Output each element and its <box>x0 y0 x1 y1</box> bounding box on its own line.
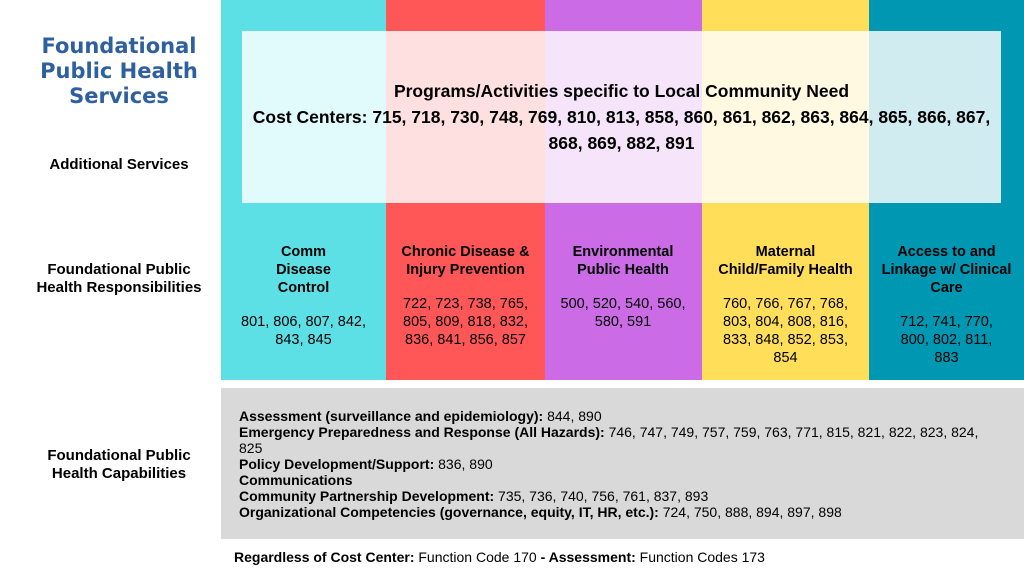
row-label-responsibilities: Foundational Public Health Responsibilit… <box>36 261 202 296</box>
capability-codes: 735, 736, 740, 756, 761, 837, 893 <box>494 488 709 504</box>
responsibility-title: Chronic Disease & Injury Prevention <box>401 244 530 278</box>
responsibility-codes: 801, 806, 807, 842, 843, 845 <box>241 314 366 348</box>
row-label-capabilities: Foundational Public Health Capabilities <box>47 447 191 482</box>
responsibility-environmental-health: Environmental Public Health 500, 520, 54… <box>555 243 691 331</box>
capability-label: Emergency Preparedness and Response (All… <box>239 424 605 440</box>
responsibility-access-clinical-care: Access to and Linkage w/ Clinical Care 7… <box>874 243 1019 367</box>
responsibility-maternal-child-health: Maternal Child/Family Health 760, 766, 7… <box>713 243 858 367</box>
capability-item: Communications <box>239 472 999 488</box>
footer-note: Regardless of Cost Center: Function Code… <box>234 548 765 566</box>
capability-item: Organizational Competencies (governance,… <box>239 504 999 520</box>
responsibility-title: Maternal Child/Family Health <box>718 244 853 278</box>
responsibility-title: Access to and Linkage w/ Clinical Care <box>881 244 1012 296</box>
capability-label: Communications <box>239 472 353 488</box>
additional-services-cost-centers: Cost Centers: 715, 718, 730, 748, 769, 8… <box>252 107 991 153</box>
capabilities-box <box>221 388 1024 539</box>
capability-codes: 844, 890 <box>543 408 602 424</box>
responsibility-codes: 722, 723, 738, 765, 805, 809, 818, 832, … <box>403 296 528 348</box>
capability-label: Assessment (surveillance and epidemiolog… <box>239 408 544 424</box>
footer-label-cost-center: Regardless of Cost Center: <box>234 549 415 565</box>
page-title: Foundational Public Health Services <box>40 34 198 108</box>
capability-label: Community Partnership Development: <box>239 488 495 504</box>
row-label-additional-services: Additional Services <box>49 156 189 173</box>
capability-item: Community Partnership Development: 735, … <box>239 488 999 504</box>
capability-item: Assessment (surveillance and epidemiolog… <box>239 408 999 424</box>
additional-services-box: Programs/Activities specific to Local Co… <box>242 31 1001 203</box>
responsibility-title: Comm Disease Control <box>276 244 331 296</box>
footer-label-assessment: - Assessment: <box>540 549 636 565</box>
responsibility-chronic-disease: Chronic Disease & Injury Prevention 722,… <box>398 243 533 349</box>
capability-item: Policy Development/Support: 836, 890 <box>239 456 999 472</box>
responsibility-codes: 712, 741, 770, 800, 802, 811, 883 <box>900 314 993 366</box>
responsibility-title: Environmental Public Health <box>572 244 674 278</box>
capability-codes: 724, 750, 888, 894, 897, 898 <box>658 504 842 520</box>
capabilities-list: Assessment (surveillance and epidemiolog… <box>239 408 999 520</box>
responsibility-codes: 500, 520, 540, 560, 580, 591 <box>560 296 686 330</box>
capability-codes: 836, 890 <box>434 456 493 472</box>
capability-codes: 746, 747, 749, 757, 759, 763, 771, 815, … <box>239 424 979 456</box>
capability-label: Policy Development/Support: <box>239 456 435 472</box>
capability-item: Emergency Preparedness and Response (All… <box>239 424 999 456</box>
footer-text-assessment-codes: Function Codes 173 <box>635 549 765 565</box>
responsibility-codes: 760, 766, 767, 768, 803, 804, 808, 816, … <box>723 296 848 366</box>
responsibility-comm-disease: Comm Disease Control 801, 806, 807, 842,… <box>236 243 371 349</box>
additional-services-heading: Programs/Activities specific to Local Co… <box>393 81 850 101</box>
footer-text-function-code: Function Code 170 <box>414 549 541 565</box>
capability-label: Organizational Competencies (governance,… <box>239 504 659 520</box>
